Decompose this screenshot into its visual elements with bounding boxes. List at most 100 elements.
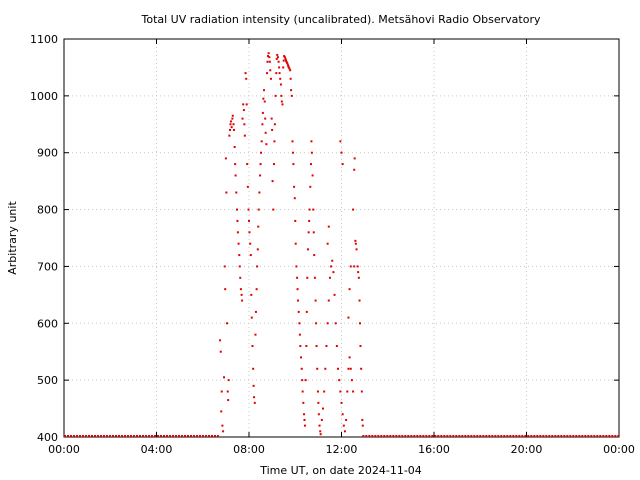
data-point (358, 299, 361, 302)
data-point (268, 60, 271, 63)
data-point (246, 185, 249, 188)
data-point (276, 56, 279, 59)
x-tick-label: 12:00 (326, 443, 358, 456)
data-point (308, 219, 311, 222)
data-point (343, 430, 346, 433)
data-point (238, 265, 241, 268)
data-point (227, 399, 230, 402)
data-point (313, 276, 316, 279)
data-point (288, 67, 291, 70)
data-point (243, 134, 246, 137)
data-point (293, 197, 296, 200)
data-point (277, 60, 280, 63)
data-point (305, 310, 308, 313)
data-point (280, 100, 283, 103)
data-point (305, 345, 308, 348)
data-point (300, 367, 303, 370)
data-point (254, 310, 257, 313)
data-point (286, 61, 289, 64)
data-point (229, 128, 232, 131)
data-point (234, 163, 237, 166)
data-point (263, 89, 266, 92)
data-point (282, 66, 285, 69)
data-point (237, 242, 240, 245)
data-point (293, 185, 296, 188)
data-point (253, 396, 256, 399)
data-point (233, 146, 236, 149)
data-point (328, 276, 331, 279)
data-point (255, 288, 258, 291)
data-point (289, 77, 292, 80)
data-point (264, 117, 267, 120)
data-point (296, 276, 299, 279)
data-point (275, 72, 278, 75)
data-point (236, 231, 239, 234)
data-point (353, 168, 356, 171)
data-point (250, 316, 253, 319)
data-point (309, 163, 312, 166)
x-tick-label: 00:00 (603, 443, 635, 456)
data-point (266, 60, 269, 63)
data-point (256, 248, 259, 251)
data-point (348, 288, 351, 291)
data-point (241, 117, 244, 120)
y-tick-label: 700 (37, 260, 58, 273)
data-point (303, 413, 306, 416)
data-point (292, 163, 295, 166)
data-points (64, 52, 619, 437)
data-point (349, 367, 352, 370)
data-point (229, 120, 232, 123)
axis-ticks: 400 500 600 700 800 900 1000 1100 00:00 04:00 08:0… (30, 33, 635, 456)
data-point (341, 413, 344, 416)
data-point (303, 418, 306, 421)
data-point (294, 219, 297, 222)
y-tick-label: 400 (37, 431, 58, 444)
data-point (294, 242, 297, 245)
data-point (348, 356, 351, 359)
data-point (241, 299, 244, 302)
data-point (259, 163, 262, 166)
data-point (347, 316, 350, 319)
data-point (331, 259, 334, 262)
data-point (276, 53, 279, 56)
data-point (312, 208, 315, 211)
y-axis-label: Arbitrary unit (6, 201, 19, 275)
data-point (330, 265, 333, 268)
data-point (297, 299, 300, 302)
data-point (337, 367, 340, 370)
data-point (310, 140, 313, 143)
data-point (239, 276, 242, 279)
data-point (303, 424, 306, 427)
data-point (306, 248, 309, 251)
data-point (354, 239, 357, 242)
data-point (234, 174, 237, 177)
data-point (232, 128, 235, 131)
data-point (361, 418, 364, 421)
data-point (226, 322, 229, 325)
data-point (282, 59, 285, 62)
data-point (219, 339, 222, 342)
data-point (352, 208, 355, 211)
data-point (231, 114, 234, 117)
data-point (248, 231, 251, 234)
data-point (223, 265, 226, 268)
y-tick-label: 900 (37, 147, 58, 160)
data-point (271, 180, 274, 183)
data-point (317, 413, 320, 416)
data-point (272, 163, 275, 166)
data-point (316, 390, 319, 393)
data-point (240, 293, 243, 296)
data-point (350, 379, 353, 382)
data-point (257, 225, 260, 228)
y-tick-label: 500 (37, 374, 58, 387)
data-point (224, 288, 227, 291)
data-point (325, 345, 328, 348)
data-point (219, 350, 222, 353)
data-point (357, 271, 360, 274)
data-point (249, 242, 252, 245)
data-point (297, 310, 300, 313)
data-point (280, 94, 283, 97)
data-point (326, 242, 329, 245)
data-point (224, 157, 227, 160)
